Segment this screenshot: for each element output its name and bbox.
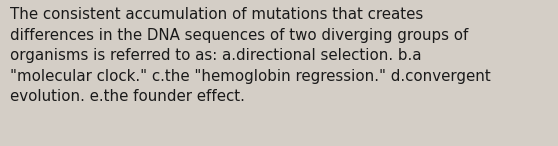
Text: The consistent accumulation of mutations that creates
differences in the DNA seq: The consistent accumulation of mutations… [10,7,491,104]
